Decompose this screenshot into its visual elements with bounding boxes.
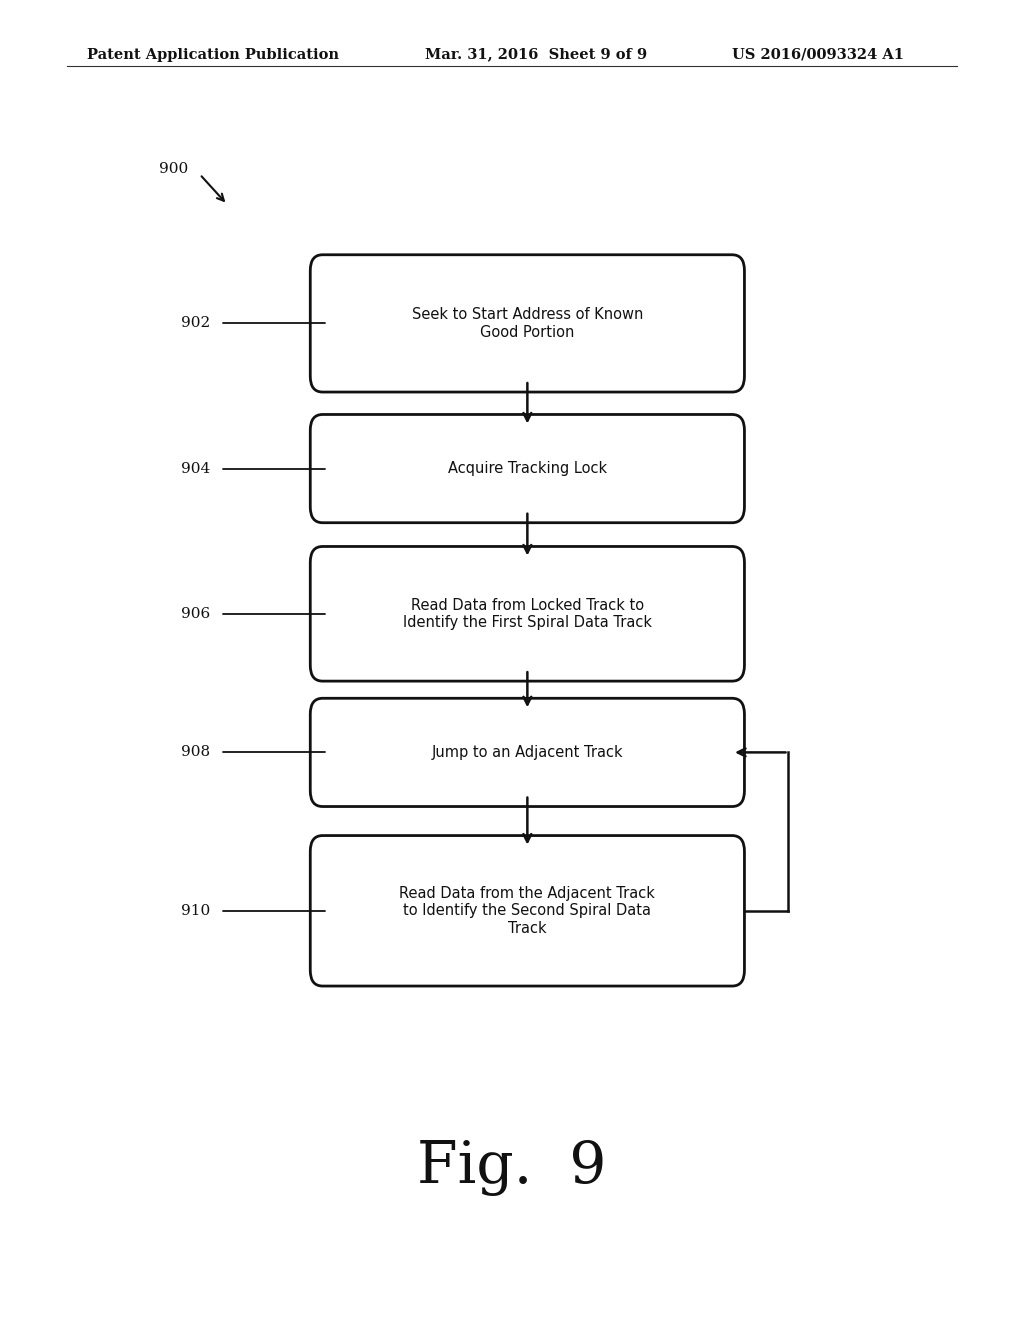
- Text: US 2016/0093324 A1: US 2016/0093324 A1: [732, 48, 904, 62]
- FancyBboxPatch shape: [310, 255, 744, 392]
- Text: 902: 902: [180, 317, 210, 330]
- FancyBboxPatch shape: [310, 414, 744, 523]
- Text: 910: 910: [180, 904, 210, 917]
- Text: Read Data from Locked Track to
Identify the First Spiral Data Track: Read Data from Locked Track to Identify …: [402, 598, 652, 630]
- Text: 900: 900: [159, 162, 188, 176]
- Text: Acquire Tracking Lock: Acquire Tracking Lock: [447, 461, 607, 477]
- Text: Jump to an Adjacent Track: Jump to an Adjacent Track: [431, 744, 624, 760]
- FancyBboxPatch shape: [310, 546, 744, 681]
- Text: Seek to Start Address of Known
Good Portion: Seek to Start Address of Known Good Port…: [412, 308, 643, 339]
- FancyBboxPatch shape: [310, 698, 744, 807]
- Text: Mar. 31, 2016  Sheet 9 of 9: Mar. 31, 2016 Sheet 9 of 9: [425, 48, 647, 62]
- Text: Fig.  9: Fig. 9: [418, 1140, 606, 1196]
- FancyBboxPatch shape: [310, 836, 744, 986]
- Text: Patent Application Publication: Patent Application Publication: [87, 48, 339, 62]
- Text: 908: 908: [181, 746, 210, 759]
- Text: Read Data from the Adjacent Track
to Identify the Second Spiral Data
Track: Read Data from the Adjacent Track to Ide…: [399, 886, 655, 936]
- Text: 906: 906: [180, 607, 210, 620]
- Text: 904: 904: [180, 462, 210, 475]
